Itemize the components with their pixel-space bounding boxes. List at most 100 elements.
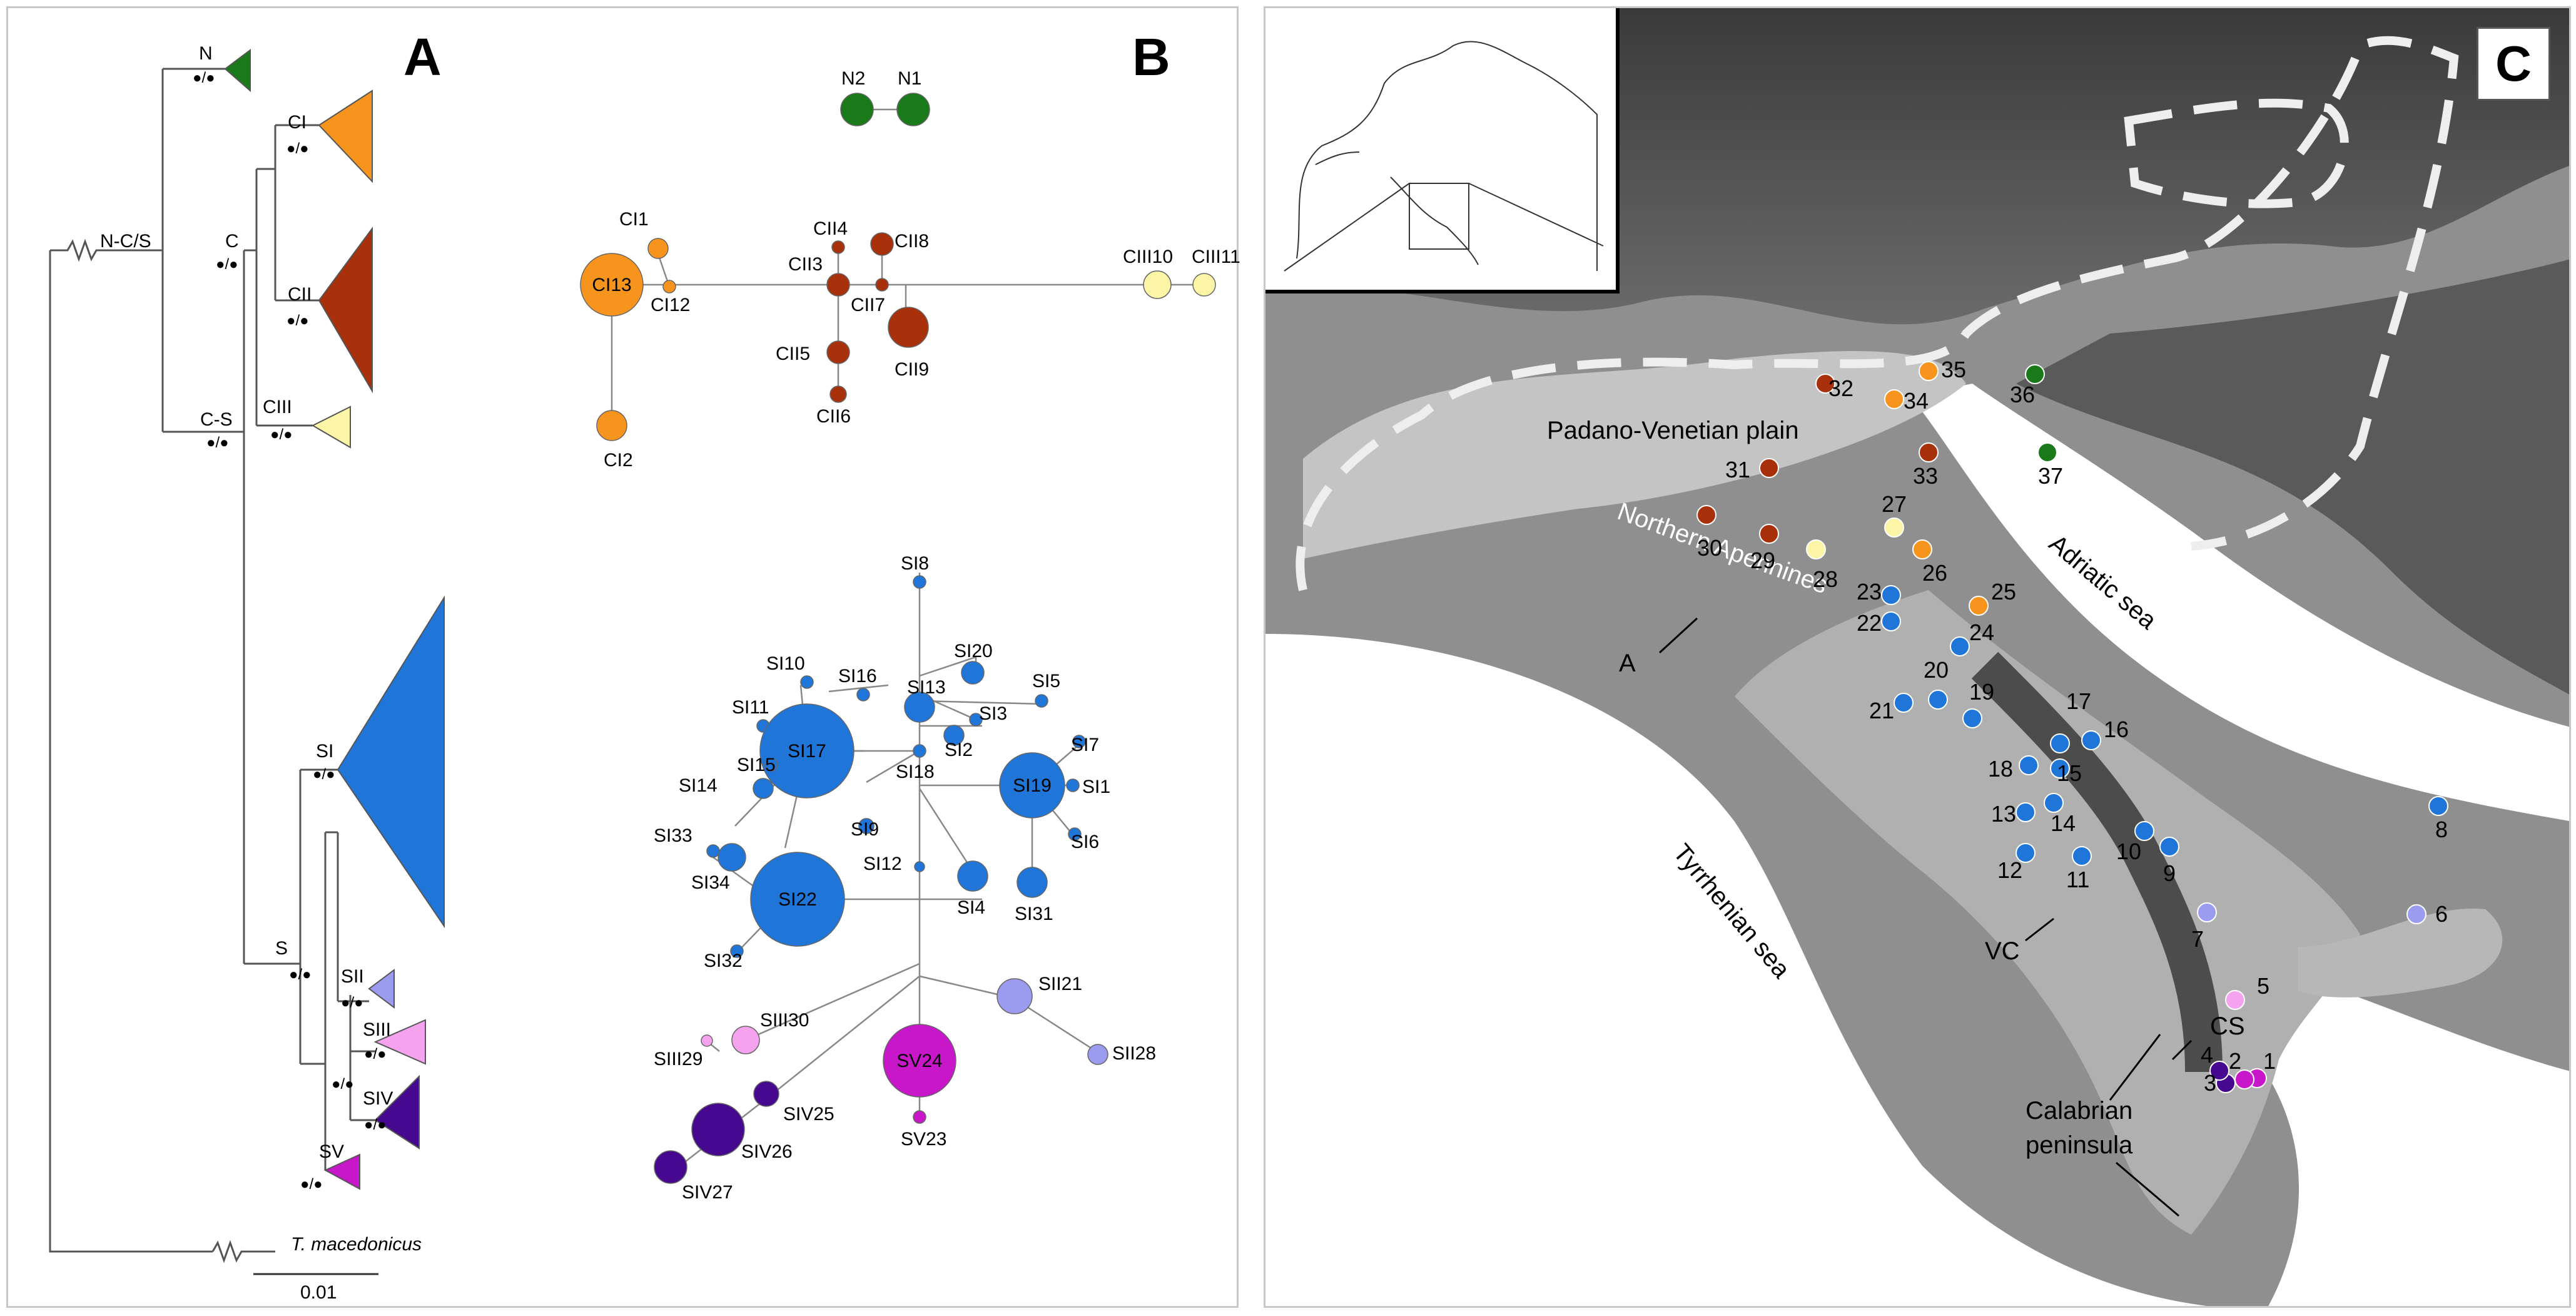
site-marker-22 xyxy=(1881,611,1901,631)
haplotype-node-SV24 xyxy=(883,1024,956,1098)
site-label-9: 9 xyxy=(2163,860,2176,886)
site-marker-26 xyxy=(1912,539,1932,559)
site-label-29: 29 xyxy=(1750,548,1775,573)
clade-label-SIII: SIII xyxy=(363,1019,391,1040)
haplotype-node-SI2 xyxy=(943,725,965,746)
haplotype-node-CI13 xyxy=(580,253,644,317)
haplotype-node-SI14 xyxy=(753,778,774,799)
haplotype-label-CII5: CII5 xyxy=(776,344,810,364)
haplotype-node-SI32 xyxy=(730,944,744,958)
haplotype-node-N1 xyxy=(896,93,930,126)
haplotype-node-SI18 xyxy=(913,744,926,758)
support-SI: ●/● xyxy=(313,766,335,783)
haplotype-label-SI22: SI22 xyxy=(778,889,817,910)
support-SIVnode: ●/● xyxy=(332,1076,354,1093)
site-marker-25 xyxy=(1969,596,1989,616)
site-label-33: 33 xyxy=(1913,463,1938,489)
haplotype-node-SI13 xyxy=(904,691,935,723)
haplotype-node-SII21 xyxy=(996,978,1033,1014)
haplotype-node-SIII29 xyxy=(701,1034,713,1047)
site-marker-8 xyxy=(2428,796,2448,816)
haplotype-node-SI20 xyxy=(961,661,985,685)
haplotype-label-SI7: SI7 xyxy=(1071,735,1099,755)
outgroup-label: T. macedonicus xyxy=(291,1234,422,1255)
haplotype-label-CIII11: CIII11 xyxy=(1192,247,1240,267)
haplotype-label-SI12: SI12 xyxy=(863,854,902,874)
support-N: ●/● xyxy=(193,69,215,86)
haplotype-label-SII21: SII21 xyxy=(1038,974,1082,994)
network-labels: N2 N1 CI1 CI13 CI12 CI2 CII4 CII8 CII3 CII7 CII5 CI… xyxy=(592,68,1240,1203)
haplotype-label-SII28: SII28 xyxy=(1112,1043,1156,1064)
support-CIII: ●/● xyxy=(270,426,293,443)
haplotype-node-SI12 xyxy=(914,861,925,872)
site-label-23: 23 xyxy=(1857,579,1882,604)
site-marker-19 xyxy=(1962,708,1982,728)
haplotype-label-CI12: CI12 xyxy=(651,295,690,315)
haplotype-label-SI32: SI32 xyxy=(704,951,743,971)
phylogenetic-tree xyxy=(49,68,378,1275)
haplotype-node-CIII10 xyxy=(1143,270,1172,299)
haplotype-node-SIII30 xyxy=(731,1026,760,1054)
map-label-cs: CS xyxy=(2210,1013,2245,1040)
site-label-30: 30 xyxy=(1697,535,1722,561)
support-SIII: ●/● xyxy=(364,1046,387,1063)
sampling-sites xyxy=(1696,361,2448,1093)
clade-CII-triangle xyxy=(318,226,373,394)
site-label-35: 35 xyxy=(1941,357,1966,382)
haplotype-label-SI17: SI17 xyxy=(788,741,826,762)
site-marker-11 xyxy=(2072,846,2092,866)
haplotype-label-SI18: SI18 xyxy=(896,762,935,782)
haplotype-node-SI7 xyxy=(1072,735,1086,748)
haplotype-label-CI13: CI13 xyxy=(592,275,631,295)
haplotype-label-N1: N1 xyxy=(898,68,921,89)
haplotype-label-SIII29: SIII29 xyxy=(654,1049,702,1069)
site-marker-24 xyxy=(1950,636,1970,656)
site-marker-14 xyxy=(2044,793,2064,813)
panel-ab-frame xyxy=(6,6,1239,1308)
haplotype-node-CII4 xyxy=(831,240,845,254)
haplotype-node-CII7 xyxy=(875,278,889,292)
haplotype-label-CIII10: CIII10 xyxy=(1123,247,1173,267)
site-label-28: 28 xyxy=(1813,566,1838,592)
haplotype-label-SI10: SI10 xyxy=(766,653,805,674)
haplotype-node-SI9 xyxy=(858,818,875,834)
haplotype-label-SI31: SI31 xyxy=(1015,904,1053,924)
map-label-calabria-1: Calabrian xyxy=(2026,1097,2132,1125)
site-marker-10 xyxy=(2134,821,2154,841)
haplotype-label-CII6: CII6 xyxy=(816,406,851,427)
haplotype-node-SI3 xyxy=(969,713,983,727)
haplotype-node-CII9 xyxy=(888,307,929,348)
site-marker-35 xyxy=(1919,361,1939,381)
site-label-10: 10 xyxy=(2116,839,2141,864)
site-label-14: 14 xyxy=(2051,810,2076,836)
clade-N-triangle xyxy=(224,49,251,93)
site-label-24: 24 xyxy=(1969,620,1994,645)
map-label-vc: VC xyxy=(1985,937,2020,965)
haplotype-label-N2: N2 xyxy=(841,68,865,89)
haplotype-label-SIII30: SIII30 xyxy=(760,1010,809,1031)
support-S: ●/● xyxy=(289,966,312,983)
haplotype-node-SI17 xyxy=(759,703,854,798)
site-marker-31 xyxy=(1759,458,1779,478)
clade-label-SV: SV xyxy=(319,1141,344,1162)
haplotype-node-SI16 xyxy=(856,688,870,701)
haplotype-label-SI3: SI3 xyxy=(979,703,1007,724)
haplotype-node-SIV27 xyxy=(654,1150,687,1184)
haplotype-label-SI20: SI20 xyxy=(954,641,993,661)
support-CII: ●/● xyxy=(287,312,309,329)
site-marker-28 xyxy=(1806,539,1826,559)
site-label-3: 3 xyxy=(2204,1070,2216,1096)
haplotype-node-SI8 xyxy=(913,575,926,589)
haplotype-label-CI1: CI1 xyxy=(619,209,649,230)
clade-label-CI: CI xyxy=(288,112,307,133)
haplotype-node-SI19 xyxy=(999,752,1065,819)
site-marker-17 xyxy=(2050,733,2070,753)
haplotype-node-CI2 xyxy=(596,410,627,441)
node-cs-label: C-S xyxy=(200,409,233,430)
site-marker-6 xyxy=(2406,904,2426,924)
clade-label-SII: SII xyxy=(341,966,364,987)
haplotype-label-SI13: SI13 xyxy=(907,677,946,698)
site-label-12: 12 xyxy=(1997,857,2022,883)
haplotype-label-SIV25: SIV25 xyxy=(783,1104,834,1125)
